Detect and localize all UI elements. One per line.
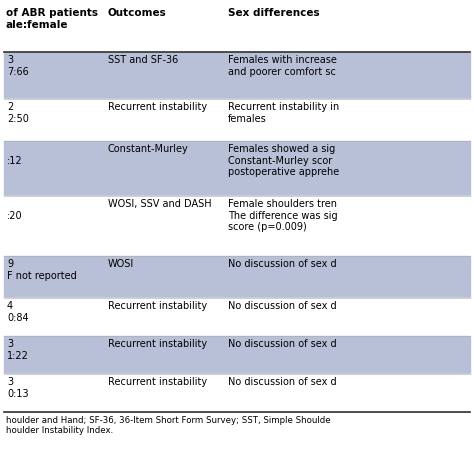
Bar bbox=[4, 336, 470, 374]
Text: Sex differences: Sex differences bbox=[228, 8, 319, 18]
Bar bbox=[4, 298, 470, 336]
Text: Recurrent instability in
females: Recurrent instability in females bbox=[228, 102, 339, 124]
Text: Outcomes: Outcomes bbox=[108, 8, 167, 18]
Text: 9
F not reported: 9 F not reported bbox=[7, 259, 77, 281]
Text: 3
1:22: 3 1:22 bbox=[7, 339, 29, 361]
Text: Female shoulders tren
The difference was sig
score (p=0.009): Female shoulders tren The difference was… bbox=[228, 199, 337, 232]
Bar bbox=[4, 99, 470, 141]
Text: Recurrent instability: Recurrent instability bbox=[108, 301, 207, 311]
Text: of ABR patients
ale:female: of ABR patients ale:female bbox=[6, 8, 98, 29]
Text: 3
7:66: 3 7:66 bbox=[7, 55, 29, 77]
Text: houlder and Hand; SF-36, 36-Item Short Form Survey; SST, Simple Shoulde
houlder : houlder and Hand; SF-36, 36-Item Short F… bbox=[6, 416, 331, 436]
Text: No discussion of sex d: No discussion of sex d bbox=[228, 301, 337, 311]
Bar bbox=[4, 256, 470, 298]
Text: No discussion of sex d: No discussion of sex d bbox=[228, 339, 337, 349]
Text: Recurrent instability: Recurrent instability bbox=[108, 339, 207, 349]
Text: Females with increase
and poorer comfort sc: Females with increase and poorer comfort… bbox=[228, 55, 337, 77]
Text: Females showed a sig
Constant-Murley scor
postoperative apprehe: Females showed a sig Constant-Murley sco… bbox=[228, 144, 339, 177]
Bar bbox=[4, 141, 470, 196]
Text: WOSI, SSV and DASH: WOSI, SSV and DASH bbox=[108, 199, 211, 209]
Bar bbox=[4, 52, 470, 99]
Bar bbox=[4, 196, 470, 256]
Text: 3
0:13: 3 0:13 bbox=[7, 377, 28, 399]
Text: Constant-Murley: Constant-Murley bbox=[108, 144, 189, 154]
Text: Recurrent instability: Recurrent instability bbox=[108, 377, 207, 387]
Text: Recurrent instability: Recurrent instability bbox=[108, 102, 207, 112]
Text: No discussion of sex d: No discussion of sex d bbox=[228, 377, 337, 387]
Bar bbox=[4, 374, 470, 412]
Text: WOSI: WOSI bbox=[108, 259, 134, 269]
Text: 4
0:84: 4 0:84 bbox=[7, 301, 28, 323]
Text: SST and SF-36: SST and SF-36 bbox=[108, 55, 178, 65]
Text: No discussion of sex d: No discussion of sex d bbox=[228, 259, 337, 269]
Text: :12: :12 bbox=[7, 144, 23, 165]
Text: 2
2:50: 2 2:50 bbox=[7, 102, 29, 124]
Text: :20: :20 bbox=[7, 199, 23, 220]
